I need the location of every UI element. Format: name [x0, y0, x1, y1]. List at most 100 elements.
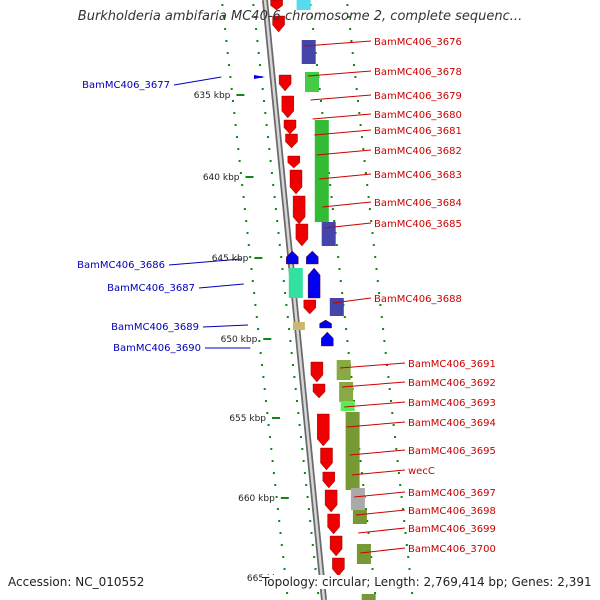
track-dot [346, 340, 349, 342]
gene-label-reverse: BamMC406_3687 [107, 283, 195, 294]
track-dot [282, 556, 285, 558]
orthologue-block [361, 594, 376, 600]
track-dot [269, 436, 271, 438]
cds-forward [287, 155, 300, 169]
cds-forward [295, 223, 309, 247]
label-leader [168, 258, 242, 266]
track-dot [289, 340, 292, 342]
track-dot [350, 376, 353, 378]
cds-reverse [321, 331, 334, 347]
track-dot [282, 280, 285, 282]
gene-label-reverse: BamMC406_3690 [113, 343, 201, 354]
track-dot [396, 460, 399, 462]
track-dot [263, 100, 265, 102]
cds-forward [324, 489, 338, 513]
gene-label-forward: BamMC406_3693 [408, 398, 496, 409]
track-dot [390, 400, 392, 402]
track-dot [272, 184, 275, 186]
track-dot [405, 544, 408, 546]
track-dot [368, 208, 371, 210]
track-dot [265, 124, 268, 126]
scale-labels: 635 kbp 640 kbp 645 kbp 650 kbp 655 kbp 660 k… [194, 91, 284, 584]
orthologue-block [356, 544, 371, 564]
track-dot [388, 388, 391, 390]
cds-forward [320, 447, 333, 471]
gene-label-forward: BamMC406_3695 [408, 446, 496, 457]
track-dot [273, 196, 276, 198]
track-dot [221, 4, 224, 6]
cds-forward [312, 383, 326, 399]
gene-label-forward: BamMC406_3684 [374, 198, 462, 209]
gene-label-reverse: BamMC406_3689 [111, 322, 199, 333]
label-leader [354, 491, 406, 498]
label-leader [310, 94, 372, 101]
track-dot [401, 508, 404, 510]
track-dot [357, 100, 359, 102]
track-dot [310, 16, 313, 18]
gene-label-forward: BamMC406_3682 [374, 146, 462, 157]
cds-forward [310, 361, 324, 383]
track-dot [358, 112, 361, 114]
scale-label: 650 kbp [221, 335, 258, 345]
scale-label: 640 kbp [203, 173, 240, 183]
track-dot [285, 304, 288, 306]
gene-label-reverse: BamMC406_3686 [77, 260, 165, 271]
track-dot [225, 40, 228, 42]
track-dot [230, 88, 233, 90]
gene-label-forward: BamMC406_3699 [408, 524, 496, 535]
track-dot [242, 196, 245, 198]
accession-label: Accession: NC_010552 [8, 575, 145, 589]
orthologue-block [350, 488, 365, 510]
track-dot [312, 28, 315, 30]
track-dot [234, 124, 237, 126]
track-dot [284, 292, 287, 294]
track-dot [343, 316, 346, 318]
track-dot [383, 340, 386, 342]
track-dot [347, 16, 350, 18]
gene-label-forward: BamMC406_3700 [408, 544, 496, 555]
track-dot [257, 52, 260, 54]
orthologue-block [305, 72, 319, 92]
track-dot [270, 172, 273, 174]
track-dot [229, 76, 232, 78]
track-dot [327, 172, 330, 174]
gene-label-forward: BamMC406_3694 [408, 418, 496, 429]
cds-reverse [307, 267, 321, 299]
cds-reverse [254, 75, 265, 79]
label-leader [316, 149, 372, 156]
track-dot [253, 16, 256, 18]
track-dot [276, 220, 279, 222]
cds-forward [327, 513, 340, 535]
track-dot [353, 64, 355, 66]
track-dot [303, 472, 306, 474]
orthologue-block [288, 268, 303, 298]
label-leader [322, 201, 372, 208]
track-dot [335, 244, 338, 246]
track-dot [253, 292, 256, 294]
track-dot [255, 28, 258, 30]
orthologue-block [339, 382, 354, 402]
track-dot [363, 160, 366, 162]
track-dot [261, 364, 263, 366]
track-dot [249, 256, 252, 258]
track-dot [309, 520, 312, 522]
track-dot [263, 388, 266, 390]
track-dot [302, 460, 305, 462]
cds-forward [270, 0, 283, 11]
track-dot [281, 268, 284, 270]
track-dot [271, 460, 274, 462]
label-leader [314, 129, 372, 136]
track-dot [307, 508, 310, 510]
scale-label: 645 kbp [212, 254, 249, 264]
track-dot [259, 64, 261, 66]
track-dot [386, 364, 388, 366]
track-dot [278, 244, 281, 246]
cds-forward [281, 95, 294, 119]
cds-forward [317, 413, 330, 447]
track-dot [246, 232, 249, 234]
track-dot [268, 148, 271, 150]
track-dot [251, 280, 254, 282]
track-dot [371, 232, 374, 234]
track-dot [311, 544, 314, 546]
gene-label-forward: BamMC406_3692 [408, 378, 496, 389]
